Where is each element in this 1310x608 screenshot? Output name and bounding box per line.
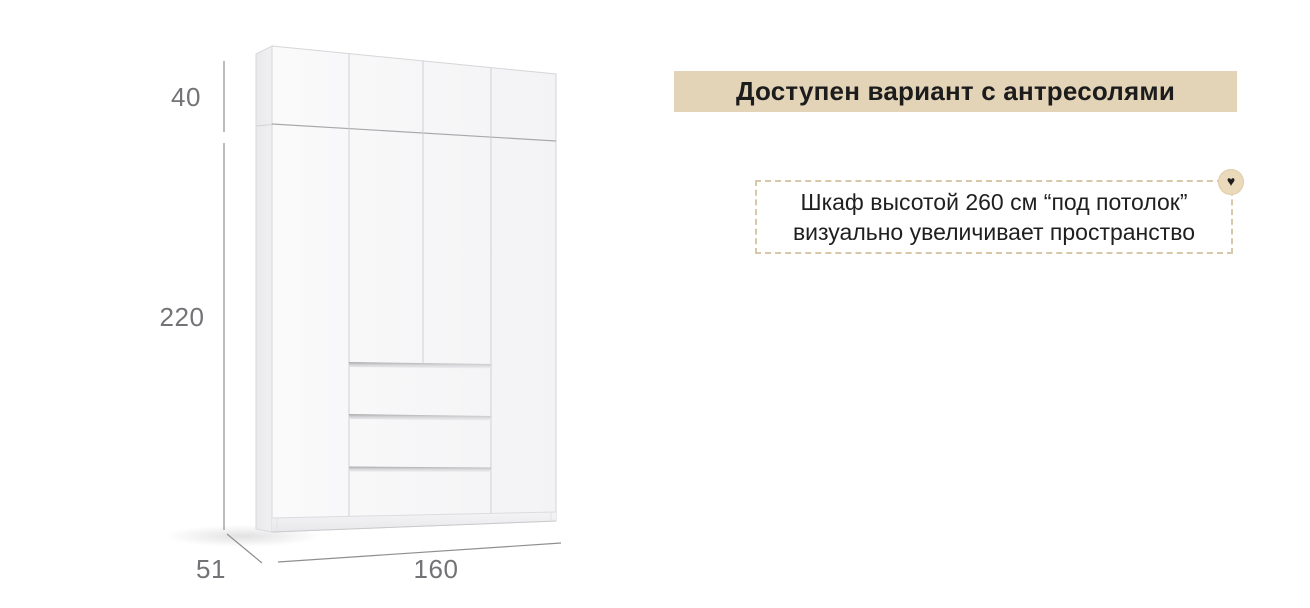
- wardrobe-front-face: [271, 45, 557, 533]
- note-line-1: Шкаф высотой 260 см “под потолок”: [800, 189, 1188, 215]
- dimension-label-body-height: 220: [160, 302, 205, 332]
- wardrobe-dimension-diagram: 40 220 51 160: [160, 45, 562, 584]
- favorite-badge: ♥: [1218, 169, 1244, 195]
- note-box: Шкаф высотой 260 см “под потолок” визуал…: [755, 169, 1244, 254]
- dimension-label-width: 160: [414, 554, 459, 584]
- dimension-line-width: [277, 542, 562, 563]
- dimension-lines: [223, 61, 562, 564]
- headline-text: Доступен вариант с антресолями: [735, 76, 1176, 106]
- note-line-2: визуально увеличивает пространство: [792, 219, 1196, 245]
- dimension-label-depth: 51: [196, 554, 226, 584]
- dimension-label-mezzanine-height: 40: [171, 82, 201, 112]
- drawer-grooves: [349, 362, 491, 472]
- heart-icon: ♥: [1226, 173, 1236, 189]
- dimension-line-depth: [226, 533, 263, 564]
- wardrobe-plinth: [271, 511, 557, 533]
- headline-banner: Доступен вариант с антресолями: [674, 71, 1237, 112]
- wardrobe-side-panel: [255, 45, 273, 533]
- mezzanine-divider-line: [271, 123, 557, 142]
